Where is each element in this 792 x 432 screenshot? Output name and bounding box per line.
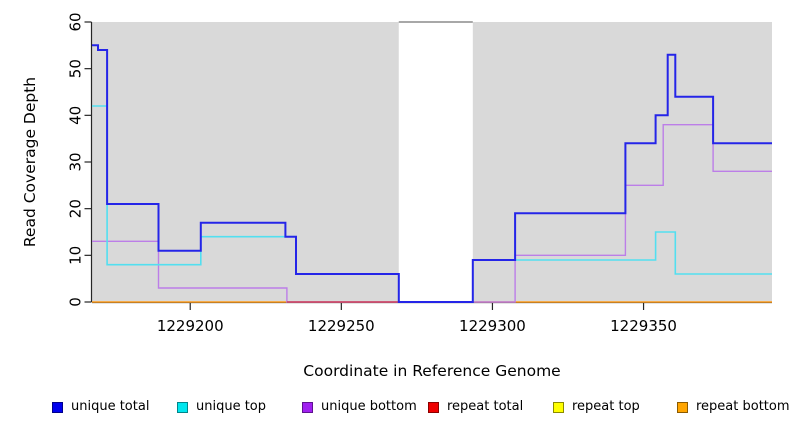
tick-labels: 0 10 20 30 40 50 60 1229200 1229250 1229300 122935… — [67, 12, 677, 335]
legend-swatch-icon — [177, 401, 188, 413]
legend-label: repeat bottom — [696, 399, 790, 414]
y-tick-label: 50 — [67, 59, 85, 78]
legend-label: unique bottom — [321, 399, 417, 414]
y-tick-label: 10 — [67, 246, 85, 265]
legend-swatch-icon — [428, 401, 439, 413]
legend-label: unique top — [196, 399, 267, 414]
legend-swatch-icon — [677, 401, 688, 413]
legend-label: unique total — [71, 399, 150, 414]
x-tick-label: 1229300 — [459, 317, 526, 335]
legend-item-repeat-bottom: repeat bottom — [677, 399, 790, 415]
legend-swatch-icon — [302, 401, 313, 413]
legend-item-unique-total: unique total — [52, 399, 149, 415]
y-tick-label: 20 — [67, 199, 85, 218]
y-tick-label: 60 — [67, 12, 85, 31]
legend-swatch-icon — [52, 401, 63, 413]
legend-item-repeat-total: repeat total — [428, 399, 523, 415]
y-tick-label: 40 — [67, 106, 85, 125]
x-axis-title: Coordinate in Reference Genome — [303, 362, 561, 380]
y-tick-label: 0 — [67, 297, 85, 307]
legend-item-unique-bottom: unique bottom — [302, 399, 417, 415]
legend-label: repeat top — [572, 399, 640, 414]
legend-item-unique-top: unique top — [177, 399, 266, 415]
x-tick-label: 1229250 — [308, 317, 375, 335]
legend-label: repeat total — [447, 399, 524, 414]
y-axis-title: Read Coverage Depth — [21, 76, 39, 248]
legend: unique total unique top unique bottom repea… — [0, 399, 792, 421]
legend-item-repeat-top: repeat top — [553, 399, 640, 415]
series-unique-bottom — [92, 124, 772, 303]
x-tick-label: 1229350 — [610, 317, 677, 335]
legend-swatch-icon — [553, 401, 564, 413]
chart-svg: 0 10 20 30 40 50 60 1229200 1229250 1229300 122935… — [67, 12, 772, 335]
y-tick-label: 30 — [67, 152, 85, 171]
plot-background — [92, 22, 772, 302]
series-unique-total — [92, 44, 772, 303]
x-tick-label: 1229200 — [157, 317, 224, 335]
